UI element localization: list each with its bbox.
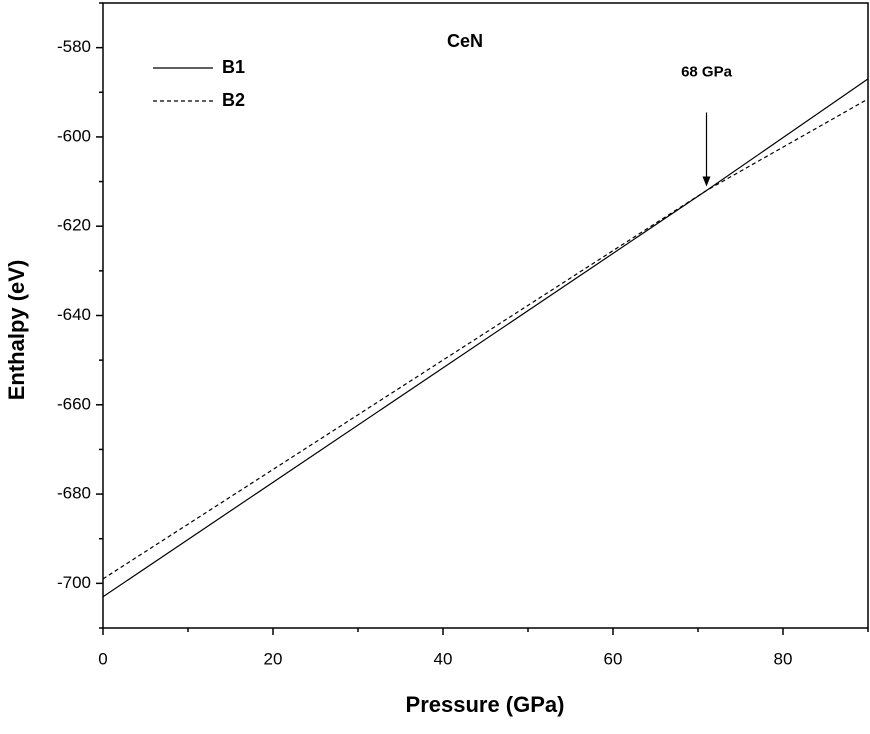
- x-tick-label: 80: [774, 649, 793, 668]
- y-tick-label: -640: [57, 305, 91, 324]
- legend-label: B2: [222, 90, 245, 110]
- series-line: [102, 98, 869, 580]
- x-axis-label: Pressure (GPa): [406, 692, 565, 717]
- annotation: 68 GPa: [681, 63, 733, 80]
- y-tick-label: -600: [57, 126, 91, 145]
- x-tick-label: 20: [264, 649, 283, 668]
- x-tick-label: 40: [434, 649, 453, 668]
- y-tick-label: -700: [57, 573, 91, 592]
- y-tick-label: -680: [57, 484, 91, 503]
- chart-title: CeN: [447, 31, 483, 51]
- annotation-arrowhead: [702, 176, 711, 187]
- legend-label: B1: [222, 57, 245, 77]
- x-tick-label: 60: [604, 649, 623, 668]
- y-tick-label: -580: [57, 37, 91, 56]
- y-tick-label: -620: [57, 216, 91, 235]
- y-axis-label: Enthalpy (eV): [4, 260, 29, 401]
- y-tick-label: -660: [57, 394, 91, 413]
- plot-frame: [102, 2, 869, 629]
- series-line: [102, 78, 869, 598]
- x-tick-label: 0: [98, 649, 107, 668]
